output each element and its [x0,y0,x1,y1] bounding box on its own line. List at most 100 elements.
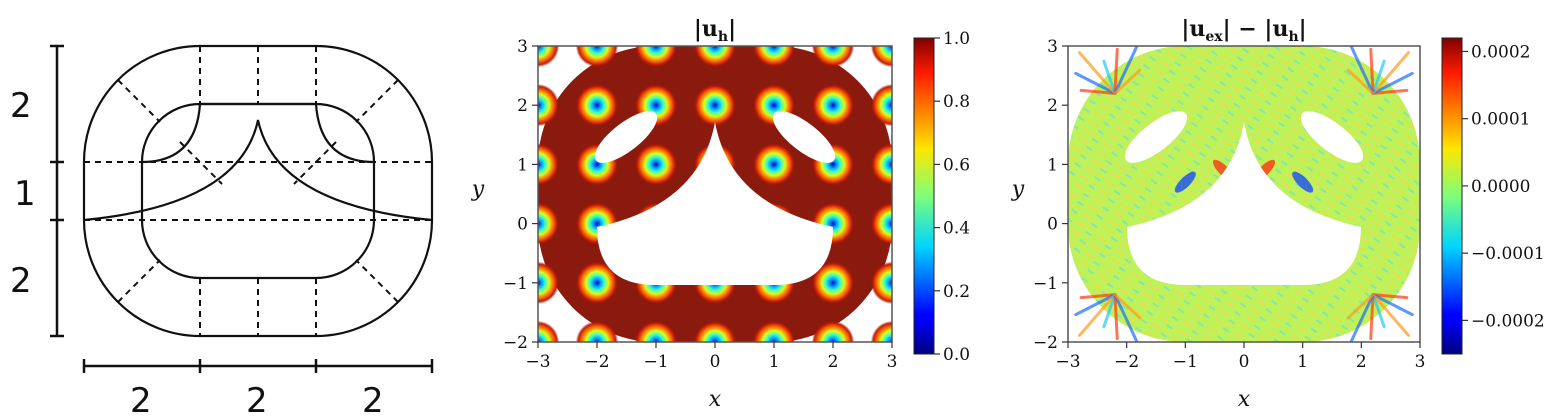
error-streaks [1074,46,1414,342]
error-colorbar-tick-label: −0.0001 [1471,244,1545,264]
error-streak [1113,46,1139,95]
mesh-partition-lines [84,46,432,336]
uh-xtick-label: −3 [525,352,550,372]
error-streak [1079,88,1117,95]
uh-xtick-label: −1 [643,352,668,372]
uh-minimum-spot [811,261,855,305]
uh-minimum-spot [538,143,560,186]
uh-xtick-label: −2 [584,352,609,372]
uh-minimum-spot [575,46,619,68]
chart-title-error: |uex| − |uh| [1181,16,1306,45]
uh-minimum-spot [575,261,619,305]
error-streak [1113,68,1142,95]
error-streak [1113,293,1119,341]
uh-hole-right [772,111,836,163]
error-ylabel: y [1011,177,1025,202]
error-streak [1078,293,1117,337]
dim-label-v2: 1 [14,174,36,214]
uh-ytick-label: −2 [503,333,528,353]
geometry-diagram: 2 1 2 2 2 2 [10,44,434,420]
uh-minimum-spot [752,46,796,68]
error-streak [1102,59,1117,95]
uh-colorbar-tick-label: 1.0 [943,29,970,49]
uh-minimum-spot [811,46,855,68]
error-xtick-label: 2 [1356,352,1367,372]
error-streak [1113,293,1142,320]
uh-colorbar-tick-label: 0.2 [943,282,970,302]
error-streak [1346,68,1375,95]
error-hole-center [1127,122,1361,285]
uh-xtick-label: 1 [769,352,780,372]
interior-arcs [83,102,433,222]
error-streak [1074,293,1117,317]
error-ytick-label: 1 [1047,155,1058,175]
uh-colorbar-tick-label: 0.4 [943,219,970,239]
uh-ytick-label: 1 [517,155,528,175]
uh-minimum-spot [870,320,892,342]
error-xtick-label: 3 [1415,352,1426,372]
error-hole-left [1124,111,1188,163]
uh-minimum-spot [870,83,892,127]
uh-xtick-label: 2 [828,352,839,372]
error-field [1068,46,1420,342]
horizontal-dimension [82,359,434,373]
error-streak [1371,293,1414,317]
uh-minimum-spot [538,202,560,245]
uh-ytick-label: 3 [517,37,528,57]
uh-xtick-label: 0 [710,352,721,372]
error-xtick-label: 1 [1297,352,1308,372]
error-hotspot [1292,171,1314,193]
error-ytick-label: 3 [1047,37,1058,57]
error-hole-right [1300,111,1364,163]
uh-minimum-spot [575,83,619,127]
uh-minimum-spot [693,320,737,342]
error-streak [1079,293,1117,300]
error-ytick-label: −1 [1033,274,1058,294]
dim-label-h1: 2 [130,381,152,420]
uh-minimum-spot [538,320,560,342]
error-colorbar-tick-label: 0.0000 [1471,177,1530,197]
error-ytick-label: 2 [1047,96,1058,116]
uh-minimum-spot [538,261,560,305]
uh-colorbar-ticks: 0.0 0.2 0.4 0.6 0.8 1.0 [934,29,970,365]
dim-label-h3: 2 [362,381,384,420]
uh-minimum-spot [811,320,855,342]
error-xtick-label: −2 [1114,352,1139,372]
error-streak [1371,88,1409,95]
uh-ylabel: y [471,177,485,202]
uh-minimum-spot [634,143,678,186]
uh-minimum-spot [634,46,678,68]
uh-field [538,46,892,342]
error-colorbar-tick-label: −0.0002 [1471,311,1545,331]
error-streak [1371,71,1414,95]
error-xtick-label: −3 [1055,352,1080,372]
uh-minimum-spot [693,83,737,127]
uh-minimum-spot [575,320,619,342]
inner-boundary [140,102,376,280]
uh-xlabel: x [709,387,722,412]
uh-minimum-spot [870,143,892,186]
uh-minimum-spot [693,46,737,68]
error-streak [1349,46,1375,95]
uh-colorbar-tick-label: 0.8 [943,92,970,112]
uh-ytick-label: 0 [517,215,528,235]
uh-minimum-spot [870,202,892,245]
error-ytick-label: 0 [1047,215,1058,235]
error-streak [1371,293,1409,300]
dim-label-h2: 2 [246,381,268,420]
error-ytick-label: −2 [1033,333,1058,353]
uh-colorbar-tick-label: 0.6 [943,155,970,175]
uh-colorbar-tick-label: 0.0 [943,345,970,365]
error-xtick-label: −1 [1173,352,1198,372]
chart-title-uh: |uh| [694,16,736,45]
error-colorbar-tick-label: 0.0001 [1471,110,1530,130]
error-streak [1349,293,1375,342]
error-colorbar-ticks: −0.0002 −0.0001 0.0000 0.0001 0.0002 [1462,42,1545,331]
error-streak [1346,293,1375,320]
uh-colorbar [913,37,935,355]
uh-ytick-label: −1 [503,274,528,294]
error-streak [1371,59,1386,95]
